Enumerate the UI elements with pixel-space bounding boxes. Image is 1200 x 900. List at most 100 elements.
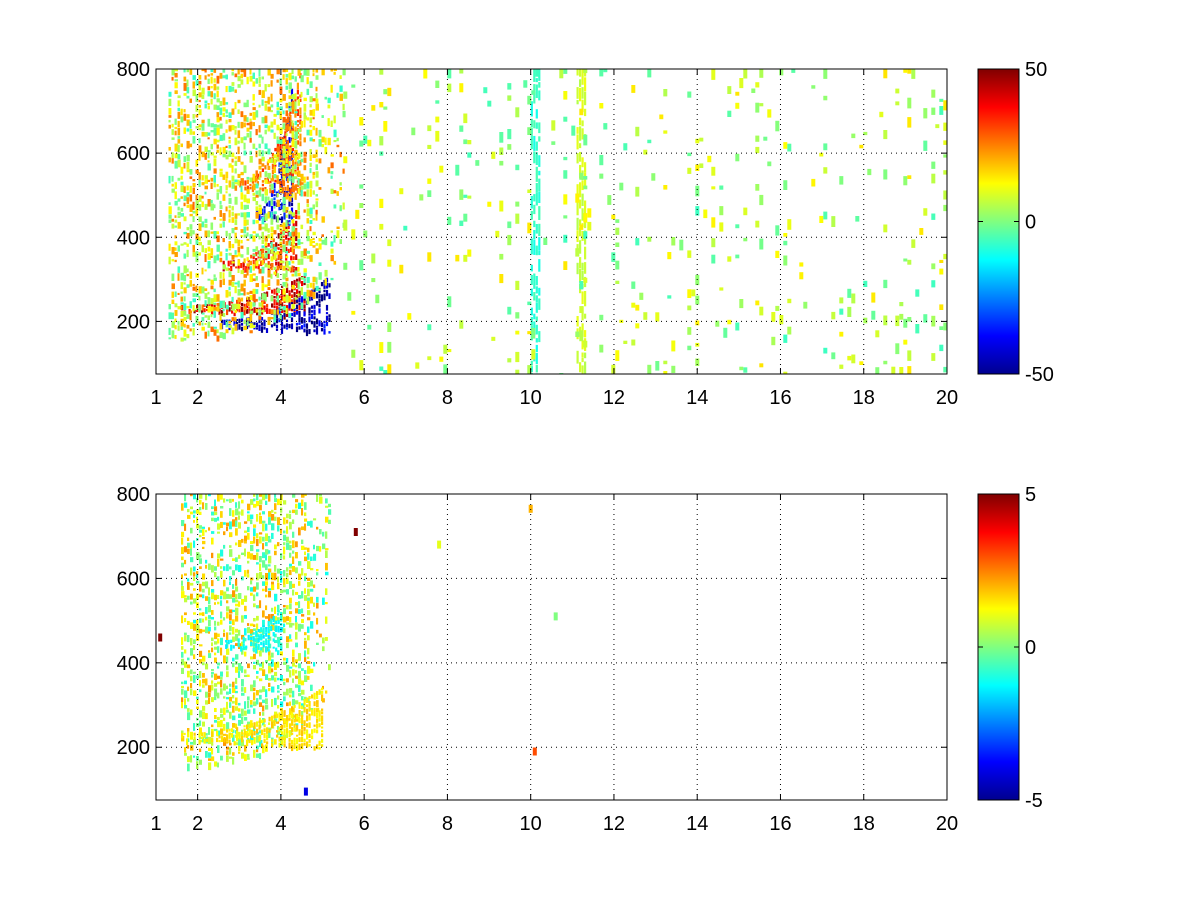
bottom-heatmap-cell (295, 499, 299, 503)
top-heatmap-cell (267, 84, 270, 88)
top-heatmap-cell (563, 116, 568, 122)
top-heatmap-cell (291, 185, 295, 193)
bottom-heatmap-cell (318, 723, 321, 728)
bottom-heatmap-cell (193, 520, 195, 523)
bottom-heatmap-cell (268, 591, 271, 598)
top-heatmap-cell (168, 202, 171, 205)
top-heatmap-cell (579, 227, 582, 237)
bottom-heatmap-cell (292, 662, 295, 667)
bottom-heatmap-cell (228, 728, 231, 732)
top-heatmap-cell (285, 229, 289, 232)
top-heatmap-cell (309, 129, 313, 136)
top-heatmap-cell (767, 109, 772, 118)
top-heatmap-cell (273, 214, 276, 220)
top-heatmap-cell (303, 274, 306, 279)
bottom-heatmap-cell (322, 685, 324, 690)
bottom-x-tick-label: 20 (936, 813, 958, 835)
bottom-heatmap-cell (208, 596, 211, 605)
top-colorbar-tick-label: 50 (1025, 59, 1047, 81)
bottom-heatmap-cell (211, 724, 214, 728)
top-heatmap-cell (285, 231, 288, 234)
top-heatmap-cell (198, 145, 202, 153)
top-heatmap-cell (246, 219, 249, 226)
top-heatmap-cell (186, 119, 190, 126)
bottom-heatmap-cell (223, 707, 226, 715)
bottom-heatmap-cell (265, 660, 268, 663)
bottom-heatmap-cell (238, 746, 241, 752)
top-heatmap-cell (183, 93, 187, 96)
bottom-heatmap-cell (298, 601, 301, 608)
bottom-heatmap-cell (232, 597, 236, 603)
top-heatmap-cell (931, 173, 936, 184)
top-heatmap-cell (189, 213, 193, 217)
top-heatmap-cell (939, 98, 944, 102)
bottom-heatmap-cell (303, 720, 306, 726)
top-heatmap-cell (383, 370, 388, 374)
top-heatmap-cell (727, 319, 732, 325)
bottom-heatmap-cell (256, 514, 259, 522)
top-heatmap-cell (535, 245, 538, 256)
bottom-heatmap-cell (271, 675, 275, 681)
top-heatmap-cell (270, 295, 274, 302)
bottom-heatmap-cell (199, 671, 202, 678)
top-heatmap-cell (219, 147, 222, 156)
bottom-heatmap-cell (184, 661, 188, 668)
top-heatmap-cell (168, 214, 172, 219)
bottom-heatmap-cell (181, 547, 184, 554)
bottom-heatmap-cell (199, 558, 202, 564)
bottom-heatmap-cell (286, 715, 289, 720)
top-heatmap-cell (294, 111, 297, 118)
top-heatmap-cell (273, 132, 276, 139)
bottom-heatmap-cell (308, 696, 311, 700)
bottom-heatmap-cell (226, 691, 229, 695)
top-heatmap-cell (943, 170, 947, 175)
top-heatmap-cell (515, 351, 520, 363)
top-heatmap-cell (261, 293, 265, 300)
bottom-heatmap-cell (303, 699, 306, 706)
top-heatmap-cell (278, 162, 281, 168)
top-heatmap-cell (691, 289, 696, 297)
top-heatmap-cell (216, 231, 219, 235)
top-heatmap-cell (210, 285, 214, 290)
top-heatmap-cell (225, 145, 228, 148)
top-heatmap-cell (415, 362, 420, 369)
top-heatmap-cell (499, 253, 504, 260)
bottom-heatmap-cell (271, 532, 274, 539)
top-heatmap-cell (851, 354, 856, 364)
top-plot-frame (155, 68, 948, 375)
bottom-heatmap-cell (250, 577, 254, 581)
top-heatmap-cell (270, 190, 274, 197)
bottom-heatmap-cell (316, 494, 319, 502)
top-heatmap-cell (234, 73, 238, 78)
top-heatmap-cell (276, 124, 280, 131)
top-heatmap-cell (671, 365, 676, 373)
top-heatmap-cell (538, 136, 541, 142)
bottom-heatmap-cell (268, 588, 272, 591)
bottom-heatmap-cell (235, 542, 238, 546)
bottom-heatmap-cell (316, 545, 320, 552)
bottom-heatmap-cell (301, 608, 304, 614)
top-heatmap-cell (240, 254, 244, 258)
bottom-heatmap-cell (319, 496, 323, 504)
top-heatmap-cell (285, 251, 289, 254)
top-heatmap-cell (277, 243, 280, 247)
bottom-heatmap-cell (208, 605, 211, 613)
bottom-heatmap-cell (226, 587, 229, 592)
top-heatmap-cell (183, 316, 187, 321)
top-heatmap-cell (298, 304, 301, 310)
top-heatmap-cell (263, 319, 266, 327)
top-heatmap-cell (439, 165, 444, 173)
bottom-heatmap-cell (253, 555, 257, 560)
top-heatmap-cell (303, 115, 307, 120)
top-heatmap-cell (535, 344, 538, 353)
top-heatmap-cell (177, 292, 180, 295)
top-heatmap-cell (234, 185, 238, 191)
top-heatmap-cell (647, 139, 652, 144)
top-heatmap-cell (216, 75, 220, 84)
bottom-heatmap-cell (199, 506, 202, 511)
bottom-heatmap-cell (303, 731, 306, 735)
bottom-heatmap-cell (271, 614, 274, 621)
top-heatmap-cell (303, 256, 307, 259)
bottom-heatmap-cell (316, 526, 319, 530)
top-heatmap-cell (663, 185, 668, 190)
